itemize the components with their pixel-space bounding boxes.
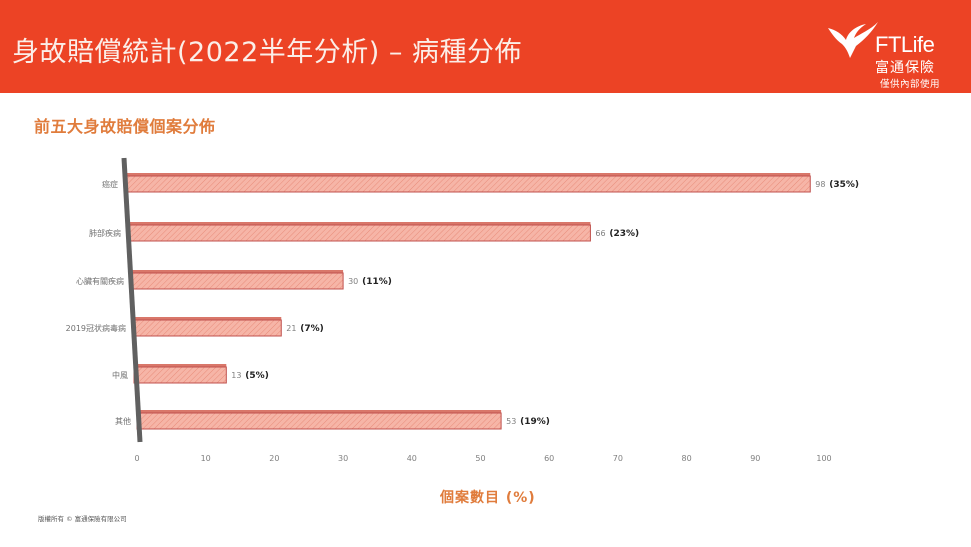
x-tick-label: 100 xyxy=(816,454,831,463)
x-tick-label: 60 xyxy=(544,454,554,463)
page-title: 身故賠償統計(2022半年分析) – 病種分佈 xyxy=(12,37,522,68)
percent-label: (7%) xyxy=(300,324,324,334)
percent-label: (5%) xyxy=(245,371,269,381)
y-axis-line xyxy=(121,157,143,443)
value-label: 98 xyxy=(815,180,825,189)
category-label: 癌症 xyxy=(102,179,118,189)
logo-name-cn: 富通保險 xyxy=(875,60,935,76)
bar-top xyxy=(132,317,282,320)
copyright-footer: 版權所有 © 富通保險有限公司 xyxy=(38,515,127,523)
chart-title: 前五大身故賠償個案分佈 xyxy=(34,117,216,136)
value-label: 53 xyxy=(506,417,516,426)
bar-row: 肺部疾病 66 (23%) xyxy=(89,222,639,242)
bar-top xyxy=(130,270,344,273)
x-axis-ticks: 0 10 20 30 40 50 60 70 80 90 100 xyxy=(134,454,831,463)
value-label: 30 xyxy=(348,277,358,286)
x-tick-label: 90 xyxy=(750,454,760,463)
category-label: 其他 xyxy=(115,416,131,426)
bar xyxy=(123,175,811,193)
value-label: 21 xyxy=(286,324,296,333)
category-label: 肺部疾病 xyxy=(89,228,121,238)
bar-row: 癌症 98 (35%) xyxy=(102,173,859,193)
percent-label: (11%) xyxy=(362,277,392,287)
x-tick-label: 70 xyxy=(613,454,623,463)
bar xyxy=(129,272,344,290)
bar xyxy=(126,224,591,242)
percent-label: (23%) xyxy=(609,229,639,239)
category-label: 中風 xyxy=(112,370,128,380)
x-axis-label: 個案數目 (%) xyxy=(440,490,536,506)
x-tick-label: 10 xyxy=(201,454,211,463)
x-tick-label: 40 xyxy=(407,454,417,463)
logo-brand: FTLife xyxy=(875,32,935,57)
bar xyxy=(133,366,227,384)
hummingbird-logo-icon xyxy=(828,22,878,58)
x-tick-label: 50 xyxy=(475,454,485,463)
category-label: 心臟有關疾病 xyxy=(76,276,124,286)
value-label: 13 xyxy=(231,371,241,380)
value-label: 66 xyxy=(595,229,605,238)
bar-top xyxy=(137,410,502,413)
internal-use-notice: 僅供內部使用 xyxy=(880,79,941,90)
bar-row: 2019冠状病毒病 21 (7%) xyxy=(66,317,324,337)
x-tick-label: 30 xyxy=(338,454,348,463)
bar-row: 其他 53 (19%) xyxy=(115,410,550,430)
percent-label: (19%) xyxy=(520,417,550,427)
bar-top xyxy=(134,364,227,367)
x-tick-label: 0 xyxy=(134,454,139,463)
x-tick-label: 80 xyxy=(682,454,692,463)
bars-group: 癌症 98 (35%) 肺部疾病 66 (23%) 心臟有關疾病 30 (11%) 2019冠状病… xyxy=(66,173,859,430)
bar-top xyxy=(127,222,591,225)
bar xyxy=(136,412,502,430)
category-label: 2019冠状病毒病 xyxy=(66,323,126,333)
bar xyxy=(131,319,282,337)
header-banner: 身故賠償統計(2022半年分析) – 病種分佈 FTLife 富通保險 僅供內部… xyxy=(0,0,971,93)
bar-row: 心臟有關疾病 30 (11%) xyxy=(76,270,392,290)
ftlife-logo: FTLife 富通保險 僅供內部使用 xyxy=(820,14,970,92)
x-tick-label: 20 xyxy=(269,454,279,463)
bar-top xyxy=(124,173,811,176)
percent-label: (35%) xyxy=(829,180,859,190)
